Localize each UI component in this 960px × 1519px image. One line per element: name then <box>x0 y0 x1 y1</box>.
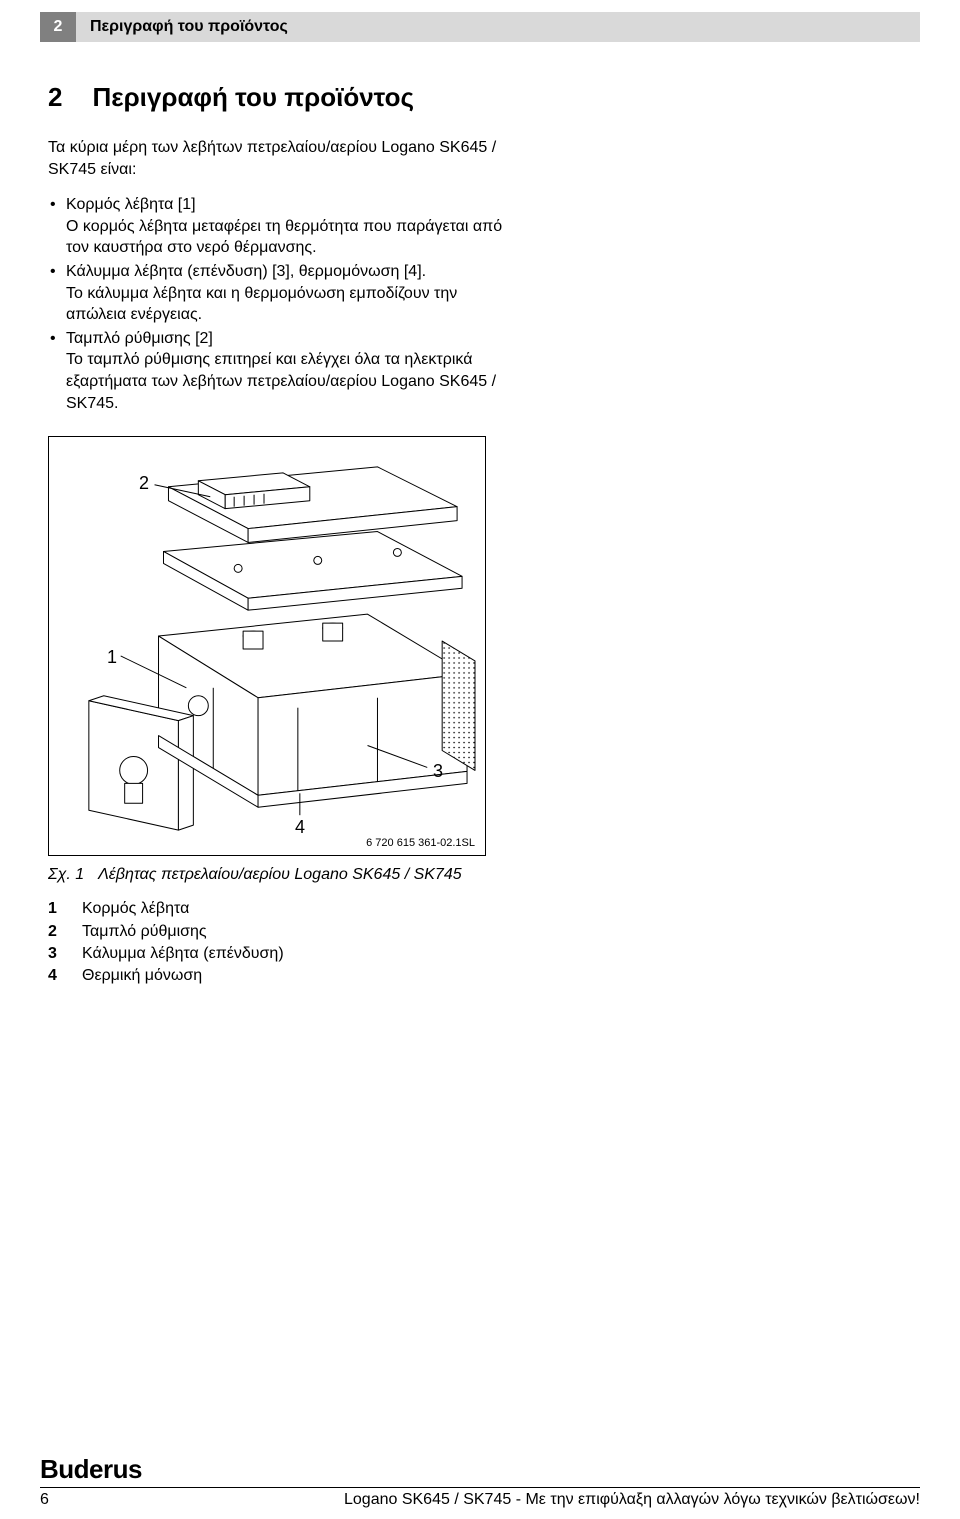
figure-caption: Σχ. 1 Λέβητας πετρελαίου/αερίου Logano S… <box>48 866 512 884</box>
figure-callout-1: 1 <box>107 647 117 668</box>
footer-line: 6 Logano SK645 / SK745 - Με την επιφύλαξ… <box>40 1487 920 1509</box>
caption-label: Σχ. 1 <box>48 866 84 884</box>
figure: type="text/css" 2 1 3 4 6 720 615 361-02… <box>48 436 486 856</box>
section-number: 2 <box>48 82 62 113</box>
intro-text: Τα κύρια μέρη των λεβήτων πετρελαίου/αερ… <box>48 137 512 180</box>
legend-num: 2 <box>48 921 62 943</box>
bullet-list: Κορμός λέβητα [1] Ο κορμός λέβητα μεταφέ… <box>48 194 512 414</box>
figure-callout-4: 4 <box>295 817 305 838</box>
figure-legend: 1 Κορμός λέβητα 2 Ταμπλό ρύθμισης 3 Κάλυ… <box>48 898 512 988</box>
bullet-body: Το ταμπλό ρύθμισης επιτηρεί και ελέγχει … <box>66 349 512 414</box>
legend-num: 3 <box>48 943 62 965</box>
caption-text: Λέβητας πετρελαίου/αερίου Logano SK645 /… <box>98 866 462 884</box>
boiler-diagram-icon: type="text/css" <box>49 437 485 855</box>
footer-text: Logano SK645 / SK745 - Με την επιφύλαξη … <box>344 1491 920 1509</box>
bullet-head: Κάλυμμα λέβητα (επένδυση) [3], θερμομόνω… <box>66 261 512 283</box>
legend-num: 4 <box>48 965 62 987</box>
legend-text: Κορμός λέβητα <box>82 898 189 920</box>
figure-code: 6 720 615 361-02.1SL <box>366 837 475 849</box>
list-item: Ταμπλό ρύθμισης [2] Το ταμπλό ρύθμισης ε… <box>48 328 512 414</box>
legend-text: Κάλυμμα λέβητα (επένδυση) <box>82 943 284 965</box>
section-heading: 2 Περιγραφή του προϊόντος <box>48 82 512 113</box>
bullet-body: Το κάλυμμα λέβητα και η θερμομόνωση εμπο… <box>66 283 512 326</box>
chapter-title: Περιγραφή του προϊόντος <box>76 12 920 42</box>
legend-row: 3 Κάλυμμα λέβητα (επένδυση) <box>48 943 512 965</box>
legend-text: Ταμπλό ρύθμισης <box>82 921 207 943</box>
legend-row: 1 Κορμός λέβητα <box>48 898 512 920</box>
legend-text: Θερμική μόνωση <box>82 965 202 987</box>
legend-num: 1 <box>48 898 62 920</box>
bullet-head: Ταμπλό ρύθμισης [2] <box>66 328 512 350</box>
chapter-header: 2 Περιγραφή του προϊόντος <box>40 12 920 42</box>
chapter-number: 2 <box>40 12 76 42</box>
page-content: 2 Περιγραφή του προϊόντος Τα κύρια μέρη … <box>0 42 560 988</box>
page-footer: Buderus 6 Logano SK645 / SK745 - Με την … <box>0 1454 960 1509</box>
bullet-body: Ο κορμός λέβητα μεταφέρει τη θερμότητα π… <box>66 216 512 259</box>
brand-logo: Buderus <box>40 1454 920 1485</box>
figure-callout-3: 3 <box>433 761 443 782</box>
section-title: Περιγραφή του προϊόντος <box>92 82 414 113</box>
bullet-head: Κορμός λέβητα [1] <box>66 194 512 216</box>
figure-callout-2: 2 <box>139 473 149 494</box>
list-item: Κορμός λέβητα [1] Ο κορμός λέβητα μεταφέ… <box>48 194 512 259</box>
legend-row: 4 Θερμική μόνωση <box>48 965 512 987</box>
list-item: Κάλυμμα λέβητα (επένδυση) [3], θερμομόνω… <box>48 261 512 326</box>
legend-row: 2 Ταμπλό ρύθμισης <box>48 921 512 943</box>
page-number: 6 <box>40 1491 49 1509</box>
